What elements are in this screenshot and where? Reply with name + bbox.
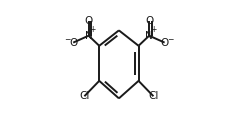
Text: N: N bbox=[84, 31, 92, 41]
Text: N: N bbox=[145, 31, 152, 41]
Text: +: + bbox=[89, 25, 96, 34]
Text: O: O bbox=[144, 16, 153, 26]
Text: +: + bbox=[150, 25, 156, 34]
Text: Cl: Cl bbox=[148, 91, 158, 101]
Text: O: O bbox=[84, 16, 92, 26]
Text: O: O bbox=[160, 38, 168, 48]
Text: O: O bbox=[69, 38, 77, 48]
Text: −: − bbox=[167, 35, 173, 44]
Text: −: − bbox=[64, 35, 70, 44]
Text: Cl: Cl bbox=[79, 91, 89, 101]
